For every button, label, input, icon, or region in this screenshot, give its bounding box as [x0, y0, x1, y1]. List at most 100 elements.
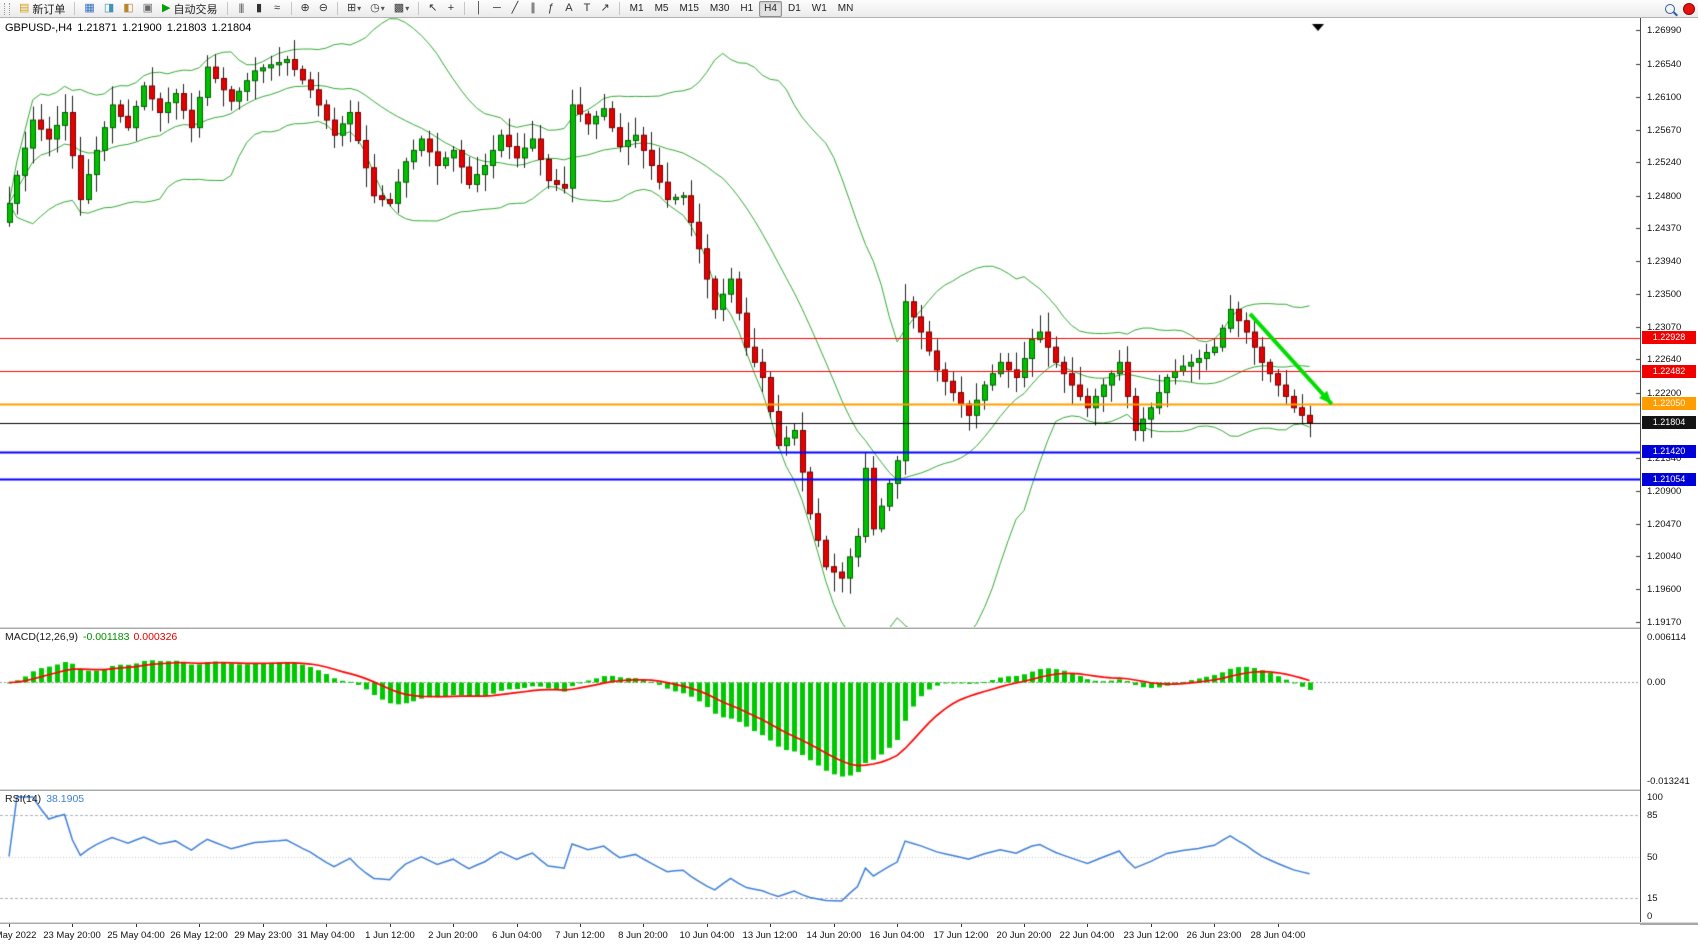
timeframe-mn-button[interactable]: MN — [833, 1, 859, 17]
price-axis[interactable]: 1.26990 1.26540 1.26100 1.25670 1.25240 1.248… — [1640, 18, 1698, 922]
toolbar-grip[interactable] — [4, 2, 10, 15]
market-watch-button[interactable]: ▦ — [80, 1, 98, 17]
data-window-icon: ◨ — [103, 2, 115, 14]
timeframe-w1-button[interactable]: W1 — [807, 1, 832, 17]
time-tick — [517, 924, 518, 927]
time-tick — [326, 924, 327, 927]
price-badge: 1.22928 — [1642, 331, 1696, 344]
time-label: 26 Jun 23:00 — [1186, 930, 1242, 941]
line-chart-button[interactable]: ≈ — [269, 1, 286, 17]
navigator-button[interactable]: ◧ — [119, 1, 137, 17]
time-tick — [707, 924, 708, 927]
time-label: 22 Jun 04:00 — [1059, 930, 1115, 941]
text-button[interactable]: A — [560, 1, 577, 17]
time-label: 26 May 12:00 — [170, 930, 228, 941]
timeframe-h4-button[interactable]: H4 — [759, 0, 782, 17]
periods-button[interactable]: ◷ ▾ — [366, 1, 389, 17]
timeframe-m15-button[interactable]: M15 — [674, 1, 703, 17]
axis-label: 1.24370 — [1647, 223, 1682, 235]
timeframe-h1-button[interactable]: H1 — [735, 1, 758, 17]
time-label: 2 Jun 20:00 — [428, 930, 478, 941]
pane-separator[interactable] — [0, 922, 1698, 925]
axis-label: 15 — [1647, 893, 1658, 905]
pane-separator[interactable] — [0, 627, 1698, 630]
toolbar: ▤ 新订单 ▦ ◨ ◧ ▣ ▶ 自动交易 ||| ▮ ≈ ⊕ ⊖ ⊞ ▾ ◷ ▾… — [0, 0, 1698, 18]
cursor-button[interactable]: ↖ — [424, 1, 441, 17]
notification-badge[interactable] — [1683, 2, 1695, 15]
indicators-icon: ⊞ — [346, 2, 357, 14]
time-axis[interactable]: 19 May 2022 23 May 20:00 25 May 04:00 26 Ma… — [0, 924, 1640, 946]
data-window-button[interactable]: ◨ — [100, 1, 118, 17]
zoom-out-button[interactable]: ⊖ — [315, 1, 332, 17]
time-tick — [1087, 924, 1088, 927]
time-tick — [961, 924, 962, 927]
time-tick — [1024, 924, 1025, 927]
trendline-icon: ╱ — [511, 2, 519, 14]
zoom-out-icon: ⊖ — [318, 2, 328, 14]
open-value: 1.21871 — [77, 22, 118, 34]
price-badge: 1.22482 — [1642, 364, 1696, 378]
indicators-button[interactable]: ⊞ ▾ — [343, 1, 365, 17]
time-tick — [263, 924, 264, 927]
fibonacci-button[interactable]: ƒ — [542, 1, 559, 17]
macd-main-value: -0.001183 — [82, 631, 130, 643]
axis-label: 1.20900 — [1647, 486, 1682, 498]
chart-header: GBPUSD-,H4 1.21871 1.21900 1.21803 1.21804 — [5, 22, 256, 34]
symbol-search-button[interactable] — [1661, 1, 1679, 17]
price-badge: 1.21420 — [1642, 445, 1696, 459]
timeframe-group: M1 M5 M15 M30 H1 H4 D1 W1 MN — [625, 0, 859, 17]
auto-trading-button[interactable]: ▶ 自动交易 — [158, 1, 221, 17]
axis-label: 1.23940 — [1647, 255, 1682, 267]
text-label-button[interactable]: T — [578, 1, 595, 17]
time-tick — [834, 924, 835, 927]
time-label: 31 May 04:00 — [297, 930, 355, 941]
pane-separator[interactable] — [0, 789, 1698, 792]
axis-label: 1.26540 — [1647, 59, 1682, 71]
rsi-label: RSI(14) 38.1905 — [5, 793, 84, 805]
time-label: 7 Jun 12:00 — [555, 930, 605, 941]
fibonacci-icon: ƒ — [547, 2, 554, 14]
toolbar-separator — [290, 2, 292, 15]
time-tick — [1214, 924, 1215, 927]
time-tick — [136, 924, 137, 927]
time-label: 23 May 20:00 — [43, 930, 101, 941]
time-tick — [897, 924, 898, 927]
time-label: 1 Jun 12:00 — [365, 930, 415, 941]
periods-clock-icon: ◷ — [370, 2, 380, 14]
timeframe-m5-button[interactable]: M5 — [650, 1, 674, 17]
chevron-down-icon: ▾ — [380, 4, 385, 13]
new-order-button[interactable]: ▤ 新订单 — [15, 1, 69, 17]
macd-panel-canvas[interactable] — [0, 629, 1640, 789]
timeframe-m1-button[interactable]: M1 — [625, 1, 649, 17]
time-tick — [770, 924, 771, 927]
chevron-down-icon: ▾ — [357, 4, 362, 13]
templates-button[interactable]: ▩ ▾ — [390, 1, 413, 17]
main-chart-canvas[interactable] — [0, 18, 1640, 627]
axis-label: 1.25240 — [1647, 157, 1682, 169]
vertical-line-button[interactable]: │ — [470, 1, 487, 17]
new-order-label: 新订单 — [32, 3, 66, 16]
axis-label: 0.006114 — [1647, 632, 1686, 643]
trendline-button[interactable]: ╱ — [506, 1, 523, 17]
candlestick-chart-icon: ▮ — [255, 2, 263, 14]
vertical-line-icon: │ — [475, 2, 483, 14]
bar-chart-button[interactable]: ||| — [233, 1, 250, 17]
crosshair-button[interactable]: + — [442, 1, 459, 17]
channel-button[interactable]: ∥ — [524, 1, 541, 17]
rsi-panel-canvas[interactable] — [0, 791, 1640, 922]
timeframe-d1-button[interactable]: D1 — [783, 1, 806, 17]
price-badge: 1.22050 — [1642, 397, 1696, 411]
crosshair-icon: + — [447, 2, 455, 14]
new-order-icon: ▤ — [19, 2, 30, 14]
high-value: 1.21900 — [122, 22, 162, 34]
arrows-button[interactable]: ↗ — [596, 1, 613, 17]
toolbar-separator — [418, 2, 420, 15]
zoom-in-button[interactable]: ⊕ — [297, 1, 314, 17]
timeframe-m30-button[interactable]: M30 — [705, 1, 734, 17]
time-tick — [1278, 924, 1279, 927]
axis-label: 1.19600 — [1647, 584, 1682, 596]
candlestick-chart-button[interactable]: ▮ — [251, 1, 268, 17]
terminal-button[interactable]: ▣ — [139, 1, 157, 17]
horizontal-line-button[interactable]: ─ — [488, 1, 505, 17]
axis-label: 1.20040 — [1647, 551, 1682, 563]
